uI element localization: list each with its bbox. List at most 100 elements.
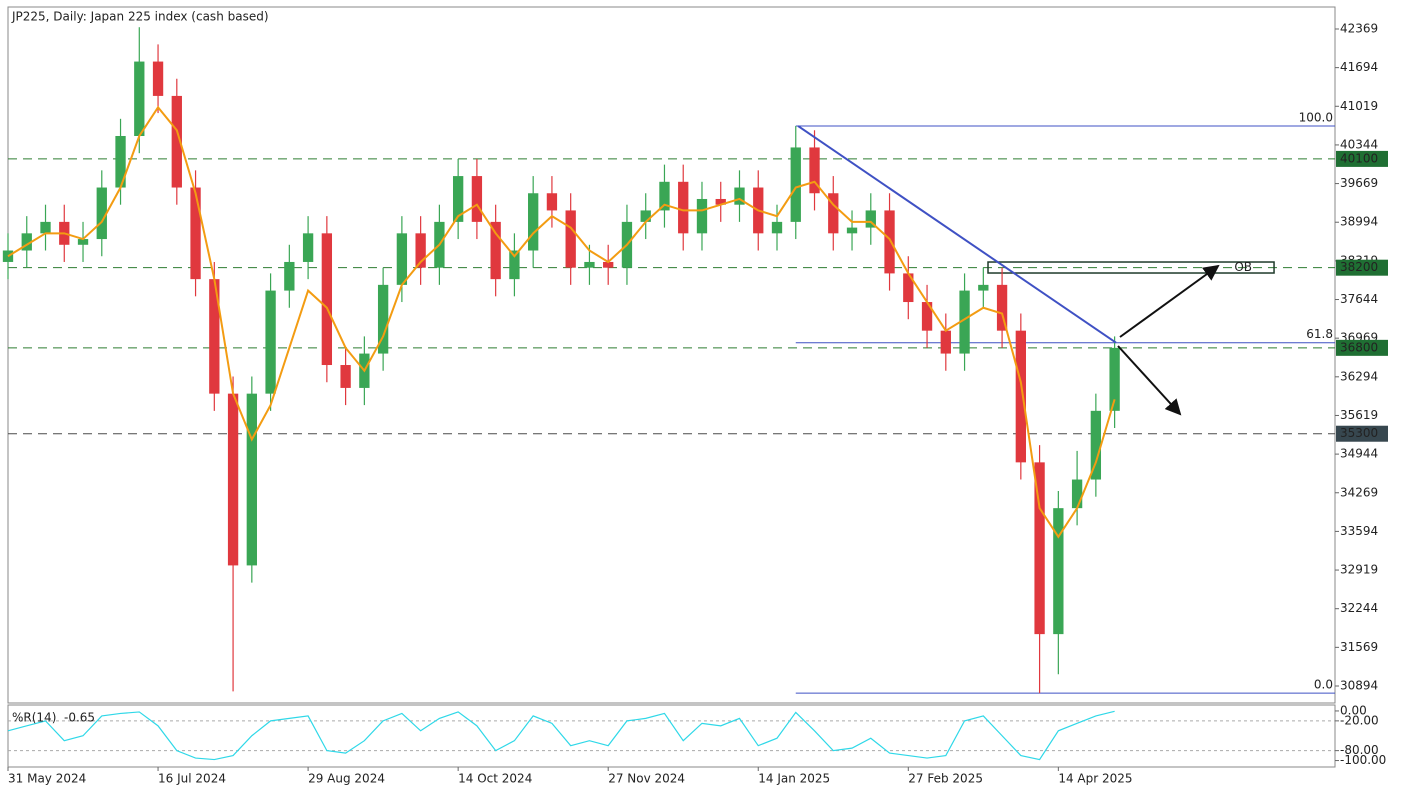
y-tick-label: 30894 — [1340, 678, 1378, 692]
indicator-tick-label: -100.00 — [1340, 753, 1386, 767]
candle-body — [921, 302, 933, 331]
candle-body — [284, 261, 295, 291]
x-tick-label: 14 Jan 2025 — [758, 772, 830, 786]
candle-body — [134, 61, 145, 136]
candle-body — [302, 233, 314, 262]
level-label: 36800 — [1340, 340, 1378, 354]
candle-body — [471, 176, 483, 222]
y-tick-label: 41019 — [1340, 99, 1378, 113]
indicator-value: -0.65 — [64, 711, 95, 725]
indicator-name: %R(14) — [12, 711, 56, 725]
candle-body — [21, 233, 32, 251]
x-tick-label: 14 Oct 2024 — [458, 772, 532, 786]
y-tick-label: 34269 — [1340, 485, 1378, 499]
candle-body — [696, 198, 708, 234]
level-label: 35300 — [1340, 426, 1378, 440]
y-tick-label: 42369 — [1340, 21, 1378, 35]
candle-body — [396, 233, 408, 285]
candle-body — [903, 273, 914, 303]
candle-body — [452, 176, 464, 222]
y-tick-label: 34944 — [1340, 447, 1378, 461]
candle-body — [659, 181, 670, 211]
y-tick-label: 32244 — [1340, 601, 1378, 615]
arrow — [1119, 264, 1220, 338]
candle-body — [40, 221, 51, 234]
candle-body — [734, 187, 745, 205]
candle-body — [377, 284, 389, 354]
level-label-bg — [1336, 259, 1388, 276]
candle-body — [584, 261, 595, 268]
y-tick-label: 36294 — [1340, 369, 1378, 383]
y-tick-label: 40344 — [1340, 137, 1378, 151]
sub-frame — [7, 704, 1336, 768]
x-tick-label: 27 Nov 2024 — [608, 772, 685, 786]
candle-body — [171, 95, 182, 188]
x-tick-label: 29 Aug 2024 — [308, 772, 385, 786]
candle-body — [1015, 330, 1026, 463]
candle-body — [77, 239, 89, 245]
candle-body — [546, 193, 558, 211]
moving-average — [7, 105, 1116, 539]
fib-label: 61.8 — [1306, 327, 1333, 341]
level-label-bg — [1336, 425, 1388, 442]
candle-body — [152, 61, 164, 96]
y-tick-label: 31569 — [1340, 640, 1378, 654]
chart-title: JP225, Daily: Japan 225 index (cash base… — [11, 10, 269, 24]
y-tick-label: 38994 — [1340, 215, 1378, 229]
candle-body — [209, 279, 220, 394]
candle-body — [340, 365, 351, 388]
candle-body — [940, 330, 951, 354]
candle-body — [115, 135, 126, 188]
candle-body — [978, 284, 989, 291]
y-tick-label: 37644 — [1340, 292, 1378, 306]
ob-zone — [987, 261, 1275, 274]
candle-body — [771, 221, 783, 234]
candle-body — [809, 147, 820, 194]
candle-body — [1053, 508, 1064, 635]
y-tick-label: 35619 — [1340, 408, 1378, 422]
candle-body — [603, 261, 614, 268]
indicator-tick-label: -20.00 — [1340, 713, 1379, 727]
williams-r — [7, 710, 1115, 761]
candle-body — [1090, 410, 1102, 480]
y-tick-label: 41694 — [1340, 60, 1378, 74]
arrow — [1117, 345, 1182, 416]
trendline — [797, 125, 1117, 344]
candle-body — [1071, 479, 1083, 509]
candle-body — [1034, 462, 1045, 635]
x-tick-label: 31 May 2024 — [8, 772, 86, 786]
x-tick-label: 14 Apr 2025 — [1058, 772, 1132, 786]
candle-body — [1109, 347, 1120, 411]
y-tick-label: 33594 — [1340, 524, 1378, 538]
candle-body — [865, 210, 876, 228]
level-label-bg — [1336, 150, 1388, 167]
candle-body — [678, 181, 689, 234]
fib-label: 100.0 — [1299, 111, 1333, 125]
level-label-bg — [1336, 339, 1388, 356]
candle-body — [996, 284, 1008, 331]
y-tick-label: 32919 — [1340, 563, 1378, 577]
candle-body — [790, 147, 801, 222]
candle-body — [190, 187, 201, 280]
candle-body — [321, 233, 333, 366]
fib-label: 0.0 — [1314, 678, 1333, 692]
indicator-tick-label: 0.00 — [1340, 703, 1367, 717]
candle-body — [884, 210, 895, 274]
candle-body — [265, 290, 276, 394]
candle-body — [846, 227, 858, 234]
main-frame — [7, 6, 1336, 704]
ob-label: OB — [1234, 260, 1252, 274]
x-tick-label: 16 Jul 2024 — [158, 772, 226, 786]
candle-body — [246, 393, 257, 566]
indicator-tick-label: -80.00 — [1340, 743, 1379, 757]
candle-body — [490, 221, 501, 280]
candle-body — [227, 393, 239, 566]
candle-body — [415, 233, 426, 268]
y-tick-label: 39669 — [1340, 176, 1378, 190]
candle-body — [528, 193, 539, 251]
x-tick-label: 27 Feb 2025 — [908, 772, 983, 786]
candle-body — [96, 187, 107, 240]
candle-body — [640, 210, 651, 222]
candle-body — [828, 193, 839, 234]
